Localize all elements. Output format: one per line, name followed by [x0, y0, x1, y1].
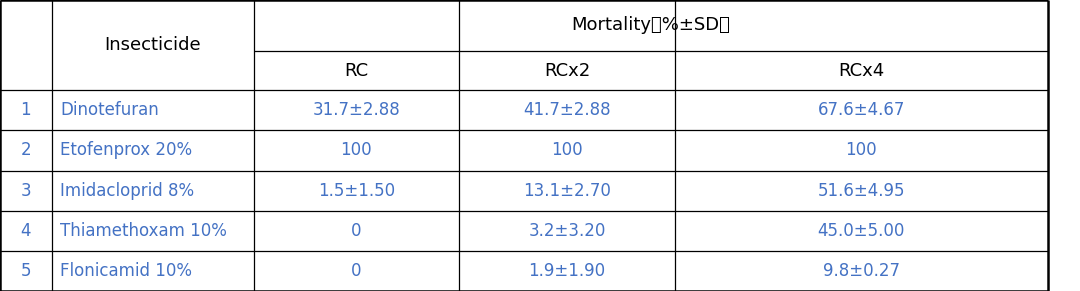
Text: 51.6±4.95: 51.6±4.95 — [818, 182, 905, 200]
Text: 0: 0 — [351, 222, 362, 240]
Text: Insecticide: Insecticide — [105, 36, 201, 54]
Text: 5: 5 — [21, 262, 31, 280]
Text: RCx4: RCx4 — [838, 62, 885, 79]
Text: 100: 100 — [551, 141, 583, 159]
Text: 1.5±1.50: 1.5±1.50 — [318, 182, 395, 200]
Text: 45.0±5.00: 45.0±5.00 — [818, 222, 905, 240]
Text: Flonicamid 10%: Flonicamid 10% — [60, 262, 192, 280]
Text: Thiamethoxam 10%: Thiamethoxam 10% — [60, 222, 228, 240]
Text: 1: 1 — [21, 101, 31, 119]
Text: Mortality（%±SD）: Mortality（%±SD） — [571, 17, 730, 34]
Text: RC: RC — [345, 62, 368, 79]
Text: 3.2±3.20: 3.2±3.20 — [528, 222, 606, 240]
Text: 31.7±2.88: 31.7±2.88 — [312, 101, 401, 119]
Text: 4: 4 — [21, 222, 31, 240]
Text: 9.8±0.27: 9.8±0.27 — [823, 262, 900, 280]
Text: 100: 100 — [340, 141, 373, 159]
Text: 41.7±2.88: 41.7±2.88 — [523, 101, 611, 119]
Text: 1.9±1.90: 1.9±1.90 — [528, 262, 606, 280]
Text: 3: 3 — [21, 182, 31, 200]
Text: 13.1±2.70: 13.1±2.70 — [523, 182, 611, 200]
Text: Dinotefuran: Dinotefuran — [60, 101, 159, 119]
Text: Etofenprox 20%: Etofenprox 20% — [60, 141, 192, 159]
Text: Imidacloprid 8%: Imidacloprid 8% — [60, 182, 194, 200]
Text: 100: 100 — [846, 141, 877, 159]
Text: 67.6±4.67: 67.6±4.67 — [818, 101, 905, 119]
Text: RCx2: RCx2 — [544, 62, 590, 79]
Text: 0: 0 — [351, 262, 362, 280]
Text: 2: 2 — [21, 141, 31, 159]
